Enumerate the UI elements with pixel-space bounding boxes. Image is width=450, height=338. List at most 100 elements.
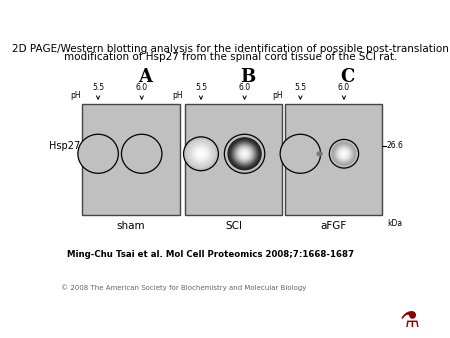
Ellipse shape bbox=[338, 148, 349, 159]
Bar bbox=[82, 104, 180, 215]
Ellipse shape bbox=[191, 144, 211, 164]
Ellipse shape bbox=[187, 140, 215, 168]
Ellipse shape bbox=[200, 153, 202, 155]
Text: 6.0: 6.0 bbox=[135, 83, 148, 92]
Ellipse shape bbox=[197, 149, 206, 158]
Ellipse shape bbox=[233, 143, 256, 165]
Ellipse shape bbox=[340, 150, 348, 158]
Ellipse shape bbox=[198, 150, 204, 157]
Text: pH: pH bbox=[70, 91, 81, 100]
Ellipse shape bbox=[339, 149, 349, 158]
Ellipse shape bbox=[229, 139, 260, 169]
Text: 5.5: 5.5 bbox=[92, 83, 104, 92]
Ellipse shape bbox=[242, 151, 248, 156]
Ellipse shape bbox=[241, 150, 248, 157]
Ellipse shape bbox=[280, 134, 320, 173]
Ellipse shape bbox=[235, 145, 254, 163]
Bar bbox=[184, 104, 282, 215]
Ellipse shape bbox=[333, 143, 355, 165]
Text: 5.5: 5.5 bbox=[195, 83, 207, 92]
Ellipse shape bbox=[333, 144, 354, 164]
Text: 26.6: 26.6 bbox=[387, 142, 404, 150]
Ellipse shape bbox=[195, 148, 207, 160]
Ellipse shape bbox=[189, 142, 213, 165]
Ellipse shape bbox=[339, 149, 349, 159]
Ellipse shape bbox=[341, 151, 347, 156]
Ellipse shape bbox=[333, 142, 356, 165]
Ellipse shape bbox=[243, 153, 246, 155]
Ellipse shape bbox=[225, 134, 265, 173]
Ellipse shape bbox=[194, 148, 207, 160]
Ellipse shape bbox=[340, 150, 348, 158]
Ellipse shape bbox=[337, 146, 351, 161]
Ellipse shape bbox=[234, 144, 255, 164]
Text: SCI: SCI bbox=[225, 221, 242, 232]
Ellipse shape bbox=[199, 152, 203, 156]
Ellipse shape bbox=[342, 152, 346, 156]
Bar bbox=[285, 104, 382, 215]
Ellipse shape bbox=[193, 146, 209, 162]
Ellipse shape bbox=[237, 147, 252, 161]
Ellipse shape bbox=[240, 149, 249, 158]
Text: ⚗: ⚗ bbox=[400, 311, 419, 331]
Ellipse shape bbox=[335, 145, 353, 163]
Text: Ming-Chu Tsai et al. Mol Cell Proteomics 2008;7:1668-1687: Ming-Chu Tsai et al. Mol Cell Proteomics… bbox=[67, 250, 354, 259]
Ellipse shape bbox=[239, 149, 250, 159]
Ellipse shape bbox=[343, 153, 345, 154]
Ellipse shape bbox=[230, 140, 259, 168]
Ellipse shape bbox=[201, 153, 202, 154]
Ellipse shape bbox=[198, 151, 204, 156]
Ellipse shape bbox=[229, 138, 261, 169]
Text: kDa: kDa bbox=[387, 219, 402, 228]
Ellipse shape bbox=[194, 147, 208, 161]
Text: sham: sham bbox=[117, 221, 145, 232]
Ellipse shape bbox=[338, 148, 350, 160]
Ellipse shape bbox=[335, 145, 353, 162]
Ellipse shape bbox=[122, 134, 162, 173]
Ellipse shape bbox=[338, 148, 350, 160]
Text: pH: pH bbox=[272, 91, 283, 100]
Ellipse shape bbox=[329, 140, 359, 168]
Ellipse shape bbox=[190, 143, 212, 164]
Ellipse shape bbox=[184, 137, 218, 171]
Ellipse shape bbox=[227, 137, 262, 170]
Ellipse shape bbox=[196, 148, 207, 159]
Text: © 2008 The American Society for Biochemistry and Molecular Biology: © 2008 The American Society for Biochemi… bbox=[62, 284, 307, 291]
Ellipse shape bbox=[342, 151, 346, 156]
Ellipse shape bbox=[230, 139, 260, 168]
Ellipse shape bbox=[242, 151, 247, 156]
Ellipse shape bbox=[194, 147, 208, 161]
Ellipse shape bbox=[334, 144, 354, 163]
Ellipse shape bbox=[191, 144, 211, 163]
Text: 6.0: 6.0 bbox=[338, 83, 350, 92]
Text: aFGF: aFGF bbox=[320, 221, 346, 232]
Ellipse shape bbox=[235, 144, 254, 163]
Ellipse shape bbox=[234, 143, 256, 164]
Circle shape bbox=[317, 152, 322, 155]
Text: C: C bbox=[340, 68, 355, 86]
Ellipse shape bbox=[237, 146, 252, 162]
Text: 2D PAGE/Western blotting analysis for the identification of possible post-transl: 2D PAGE/Western blotting analysis for th… bbox=[12, 45, 449, 54]
Ellipse shape bbox=[187, 140, 215, 167]
Text: Hsp27: Hsp27 bbox=[49, 141, 80, 151]
Ellipse shape bbox=[343, 152, 345, 155]
Ellipse shape bbox=[238, 147, 252, 161]
Ellipse shape bbox=[192, 145, 210, 162]
Ellipse shape bbox=[197, 150, 205, 158]
Text: pH: pH bbox=[172, 91, 183, 100]
Ellipse shape bbox=[186, 139, 216, 168]
Ellipse shape bbox=[238, 148, 251, 160]
Ellipse shape bbox=[332, 142, 356, 166]
Ellipse shape bbox=[78, 134, 118, 173]
Text: modification of Hsp27 from the spinal cord tissue of the SCI rat.: modification of Hsp27 from the spinal co… bbox=[64, 52, 397, 62]
Ellipse shape bbox=[343, 153, 344, 154]
Ellipse shape bbox=[196, 149, 206, 159]
Ellipse shape bbox=[199, 152, 202, 155]
Ellipse shape bbox=[244, 153, 245, 154]
Ellipse shape bbox=[342, 152, 346, 155]
Ellipse shape bbox=[188, 141, 214, 167]
Ellipse shape bbox=[193, 146, 209, 162]
Ellipse shape bbox=[189, 143, 212, 165]
Ellipse shape bbox=[239, 148, 250, 159]
Ellipse shape bbox=[336, 146, 352, 162]
